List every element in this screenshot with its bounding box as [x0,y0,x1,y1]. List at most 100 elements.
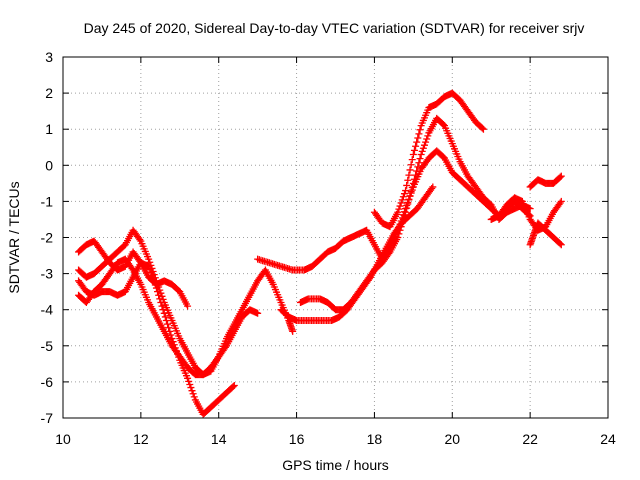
data-point [159,306,167,314]
data-point [186,380,194,388]
data-point [229,383,237,391]
data-point [394,208,402,216]
data-point [439,121,447,129]
data-point [409,179,417,187]
data-point [161,313,169,321]
series-track-d [75,255,262,379]
data-point [190,393,198,401]
data-point [400,190,408,198]
data-point [184,302,192,310]
data-point [412,171,420,179]
data-point [413,167,421,175]
data-point [152,284,160,292]
data-point [146,265,154,273]
y-tick-label: -5 [41,338,54,354]
data-point [365,275,373,283]
data-point [151,281,159,289]
data-point [155,291,163,299]
data-point [399,193,407,201]
y-tick-label: -3 [41,266,54,282]
data-point [479,125,487,133]
data-point [189,390,197,398]
y-tick-label: 0 [45,157,53,173]
data-point [184,374,192,382]
data-point [413,138,421,146]
data-point [156,295,164,303]
data-point [230,382,238,390]
data-point [398,196,406,204]
data-point [410,175,418,183]
data-point [147,269,155,277]
data-point [154,288,162,296]
series-track-h [370,89,487,231]
data-point [148,272,156,280]
x-tick-label: 20 [444,431,460,447]
y-tick-label: 1 [45,121,53,137]
series-track-i [487,194,565,234]
data-point [422,138,430,146]
data-point [408,156,416,164]
data-point [405,171,413,179]
data-point [414,134,422,142]
data-point [404,176,412,184]
data-point [397,199,405,207]
y-tick-label: -7 [41,410,54,426]
data-point [407,161,415,169]
data-point [557,172,565,180]
data-point [416,155,424,163]
data-point [145,255,153,263]
data-point [406,166,414,174]
series-track-g [277,183,437,325]
data-point [415,159,423,167]
data-point [149,275,157,283]
x-tick-label: 14 [211,431,227,447]
data-point [136,236,144,244]
data-point [188,387,196,395]
data-point [412,142,420,150]
data-point [187,384,195,392]
x-tick-label: 18 [367,431,383,447]
series-track-k [526,172,565,191]
data-point [420,141,428,149]
data-point [429,183,437,191]
data-point [385,249,393,257]
data-point [402,208,410,216]
x-tick-label: 22 [522,431,538,447]
grid-lines [63,57,608,418]
data-point [396,202,404,210]
data-point [185,377,193,385]
data-point [145,262,153,270]
data-point [416,126,424,134]
x-tick-label: 10 [55,431,71,447]
series-track-j [526,219,565,249]
data-point [158,302,166,310]
data-point [478,124,486,132]
data-point [403,181,411,189]
data-point [418,147,426,155]
data-point [417,150,425,158]
data-point [410,146,418,154]
data-point [428,185,436,193]
data-point [556,240,564,248]
data-point [423,135,431,143]
y-axis-label: SDTVAR / TECUs [6,181,22,293]
data-point [165,324,173,332]
data-point [424,132,432,140]
x-tick-label: 24 [600,431,616,447]
data-point [556,173,564,181]
y-tick-label: -1 [41,193,54,209]
x-tick-label: 12 [133,431,149,447]
data-point [557,241,565,249]
y-tick-label: 2 [45,85,53,101]
data-point [395,205,403,213]
y-tick-label: -2 [41,230,54,246]
x-tick-label: 16 [289,431,305,447]
chart-title: Day 245 of 2020, Sidereal Day-to-day VTE… [84,20,585,36]
data-point [408,183,416,191]
data-point [289,327,297,335]
data-point [128,264,136,272]
data-point [160,309,168,317]
data-point [150,278,158,286]
data-point [403,204,411,212]
